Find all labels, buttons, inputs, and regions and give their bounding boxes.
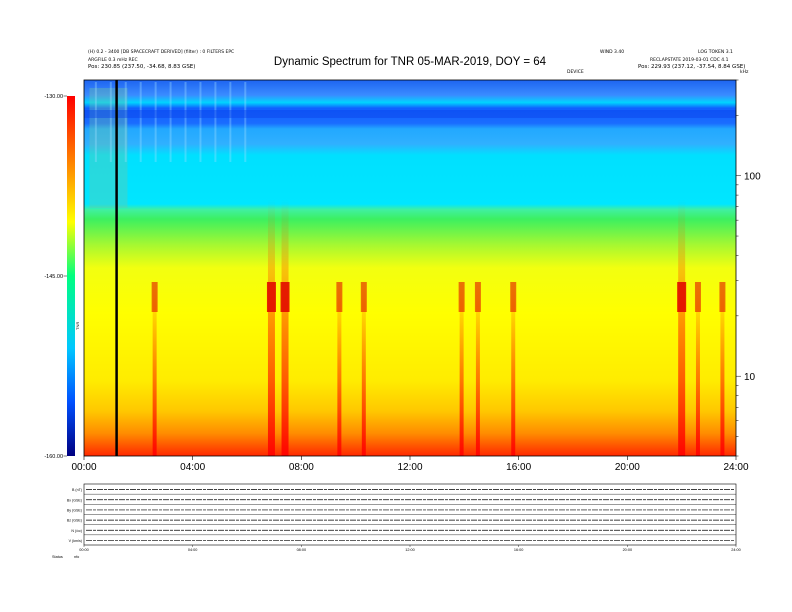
- burst-0: [152, 280, 157, 456]
- burst-10: [720, 280, 725, 456]
- burst-4: [361, 280, 366, 456]
- streak: [139, 82, 142, 162]
- x-tick-label: 04:00: [180, 462, 205, 473]
- streak: [124, 82, 127, 162]
- streak: [154, 82, 157, 162]
- x-tick-label: 16:00: [506, 462, 531, 473]
- burst-core-7: [510, 282, 517, 312]
- right-axis-unit: kHz: [740, 70, 749, 75]
- streak: [109, 82, 112, 162]
- header-code-1: WIND 3.40: [600, 50, 625, 55]
- header-code-2: LOG TOKEN 3.1: [698, 50, 733, 55]
- status-value: nfo: [74, 555, 79, 559]
- burst-8: [678, 200, 686, 456]
- burst-core-8: [677, 282, 687, 312]
- colorbar-tick-label: -145.00: [44, 274, 63, 280]
- right-position-readout: Pos: 229.93 (237.12, -37.54, 8.84 GSE): [638, 64, 746, 70]
- center-small-label: DEVICE: [567, 70, 584, 75]
- lower-x-tick-label: 16:00: [514, 548, 524, 552]
- streak: [244, 82, 247, 162]
- burst-core-1: [266, 282, 276, 312]
- x-tick-label: 24:00: [723, 462, 748, 473]
- x-tick-label: 12:00: [397, 462, 422, 473]
- lower-x-tick-label: 20:00: [623, 548, 633, 552]
- x-tick-label: 08:00: [289, 462, 314, 473]
- header-info-right: RECLAPSTATE 2019-03-01 CDC 4.1: [650, 58, 729, 63]
- lower-x-tick-label: 04:00: [188, 548, 198, 552]
- burst-1: [267, 200, 275, 456]
- spectrogram-features: [84, 82, 736, 456]
- header-info-line1: (H) 0.2 - 3400 [DB SPACECRAFT DERIVED] (…: [88, 50, 235, 55]
- panel-label: N (/cc): [71, 529, 82, 533]
- x-axis-ticks: 00:00 04:00 08:00 12:00 16:00 20:00 24:00: [71, 456, 749, 473]
- panel-label: V (km/s): [69, 539, 82, 543]
- x-tick-label: 00:00: [71, 462, 96, 473]
- y-tick-label: 100: [744, 172, 761, 183]
- streak: [229, 82, 232, 162]
- colorbar-ticks: -130.00 -145.00 -160.00: [44, 94, 67, 460]
- left-position-readout: Pos: 230.85 (237.50, -34.68, 8.83 GSE): [88, 64, 196, 70]
- burst-core-5: [458, 282, 465, 312]
- burst-5: [459, 280, 464, 456]
- colorbar-label: TNR: [75, 322, 80, 330]
- burst-6: [475, 280, 480, 456]
- colorbar-tick-label: -160.00: [44, 454, 63, 460]
- header-info-line2: ARGFILE 0.3 mHz REC: [88, 58, 138, 63]
- burst-core-3: [336, 282, 343, 312]
- burst-core-0: [151, 282, 158, 312]
- streak: [94, 82, 97, 162]
- streak: [169, 82, 172, 162]
- panel-label: Bx (GSE): [67, 498, 82, 502]
- lower-x-tick-label: 12:00: [405, 548, 415, 552]
- streak: [184, 82, 187, 162]
- lower-x-tick-label: 00:00: [79, 548, 89, 552]
- y-axis-ticks: 100 10: [736, 79, 761, 457]
- colorbar-tick-label: -130.00: [44, 94, 63, 100]
- status-label: Status: [52, 555, 63, 559]
- panel-label: Bz (GSE): [67, 519, 82, 523]
- burst-7: [511, 280, 516, 456]
- burst-core-4: [360, 282, 367, 312]
- burst-core-6: [474, 282, 481, 312]
- burst-2: [281, 200, 289, 456]
- blue-stripe: [84, 110, 736, 118]
- streak: [199, 82, 202, 162]
- spectrogram: [84, 80, 736, 456]
- x-tick-label: 20:00: [615, 462, 640, 473]
- early-noise-patch: [89, 88, 128, 208]
- burst-3: [337, 280, 342, 456]
- lower-x-tick-label: 24:00: [731, 548, 741, 552]
- colorbar: [67, 96, 75, 456]
- burst-core-10: [719, 282, 726, 312]
- panel-label: By (GSE): [67, 508, 82, 512]
- streak: [214, 82, 217, 162]
- page-title: Dynamic Spectrum for TNR 05-MAR-2019, DO…: [273, 56, 547, 68]
- panel-label: B (nT): [72, 488, 82, 492]
- burst-core-9: [694, 282, 701, 312]
- y-tick-label: 10: [744, 372, 756, 383]
- burst-core-2: [280, 282, 290, 312]
- lower-x-tick-label: 08:00: [297, 548, 307, 552]
- burst-9: [695, 280, 700, 456]
- lower-timeseries-panels: B (nT) Bx (GSE) By (GSE) Bz (GSE) N (/cc) V (…: [52, 483, 741, 559]
